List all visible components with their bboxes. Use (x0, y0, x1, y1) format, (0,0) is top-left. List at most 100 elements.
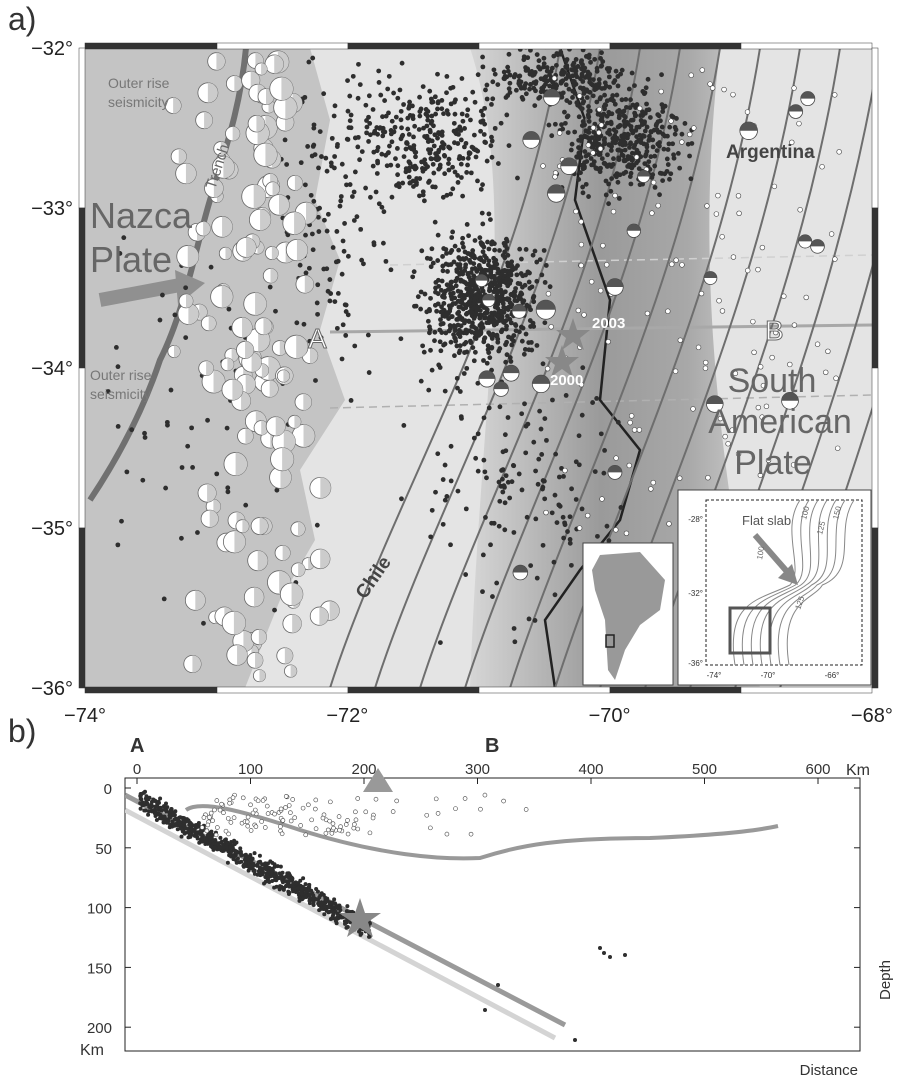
hypocenter (531, 253, 536, 258)
hypocenter-shallow (314, 798, 318, 802)
hypocenter (64, 331, 69, 336)
hypocenter (185, 444, 190, 449)
hypocenter (192, 829, 196, 833)
hypocenter (196, 837, 200, 841)
hypocenter (472, 436, 477, 441)
hypocenter (511, 463, 516, 468)
hypocenter-shallow (352, 826, 356, 830)
hypocenter (629, 182, 634, 187)
hypocenter (449, 314, 454, 319)
hypocenter (330, 909, 334, 913)
hypocenter-shallow (829, 232, 834, 237)
hypocenter-shallow (353, 810, 357, 814)
hypocenter (480, 589, 485, 594)
hypocenter (488, 143, 493, 148)
border-segment (217, 687, 348, 693)
hypocenter (493, 262, 498, 267)
border-segment (479, 43, 610, 49)
hypocenter (376, 69, 381, 74)
hypocenter (323, 156, 328, 161)
hypocenter (587, 72, 592, 77)
event-label: 2003 (592, 315, 625, 332)
hypocenter (577, 114, 582, 119)
hypocenter (414, 180, 419, 185)
hypocenter (303, 182, 308, 187)
hypocenter (493, 305, 498, 310)
hypocenter (632, 145, 637, 150)
hypocenter (412, 269, 417, 274)
hypocenter (159, 806, 163, 810)
hypocenter (486, 212, 491, 217)
hypocenter (389, 267, 394, 272)
hypocenter (433, 303, 438, 308)
hypocenter (428, 128, 433, 133)
border-segment (348, 687, 479, 693)
hypocenter (607, 162, 612, 167)
hypocenter (479, 242, 484, 247)
hypocenter (584, 87, 589, 92)
hypocenter (514, 88, 519, 93)
hypocenter (669, 114, 674, 119)
hypocenter (616, 180, 621, 185)
hypocenter (461, 245, 466, 250)
hypocenter (448, 86, 453, 91)
hypocenter (643, 154, 648, 159)
hypocenter (343, 174, 348, 179)
hypocenter (488, 265, 493, 270)
distance-tick-label: 300 (465, 761, 490, 778)
hypocenter (367, 121, 372, 126)
hypocenter-shallow (614, 456, 619, 461)
hypocenter-shallow (691, 126, 696, 131)
lon-tick-label: −74° (64, 705, 106, 727)
hypocenter-shallow (344, 823, 348, 827)
hypocenter (490, 336, 495, 341)
hypocenter (493, 287, 498, 292)
hypocenter (490, 96, 495, 101)
hypocenter (507, 496, 512, 501)
hypocenter (216, 842, 220, 846)
hypocenter-shallow (260, 820, 264, 824)
hypocenter-shallow (596, 130, 601, 135)
hypocenter (544, 438, 549, 443)
hypocenter-shallow (281, 818, 285, 822)
hypocenter-shallow (563, 468, 568, 473)
hypocenter (391, 91, 396, 96)
hypocenter (504, 113, 509, 118)
hypocenter (634, 125, 639, 130)
hypocenter (421, 169, 426, 174)
hypocenter (490, 239, 495, 244)
hypocenter (522, 84, 527, 89)
hypocenter-shallow (720, 309, 725, 314)
hypocenter (427, 324, 432, 329)
hypocenter (356, 62, 361, 67)
hypocenter (463, 97, 468, 102)
hypocenter (627, 87, 632, 92)
hypocenter (378, 125, 383, 130)
hypocenter (394, 183, 399, 188)
hypocenter-shallow (826, 349, 831, 354)
hypocenter (315, 523, 320, 528)
hypocenter (503, 74, 508, 79)
hypocenter (433, 220, 438, 225)
hypocenter-shallow (454, 807, 458, 811)
hypocenter (586, 109, 591, 114)
hypocenter (643, 128, 648, 133)
hypocenter-shallow (756, 267, 761, 272)
hypocenter (226, 861, 230, 865)
hypocenter (367, 93, 372, 98)
hypocenter (172, 312, 177, 317)
hypocenter (533, 618, 538, 623)
annotation-line: Outer rise (108, 75, 170, 91)
hypocenter (455, 173, 460, 178)
hypocenter (363, 103, 368, 108)
hypocenter (591, 93, 596, 98)
hypocenter (462, 350, 467, 355)
hypocenter (298, 263, 303, 268)
hypocenter (165, 423, 170, 428)
hypocenter (483, 515, 488, 520)
hypocenter (232, 857, 236, 861)
border-segment (217, 43, 348, 49)
hypocenter-shallow (478, 807, 482, 811)
hypocenter (458, 334, 463, 339)
